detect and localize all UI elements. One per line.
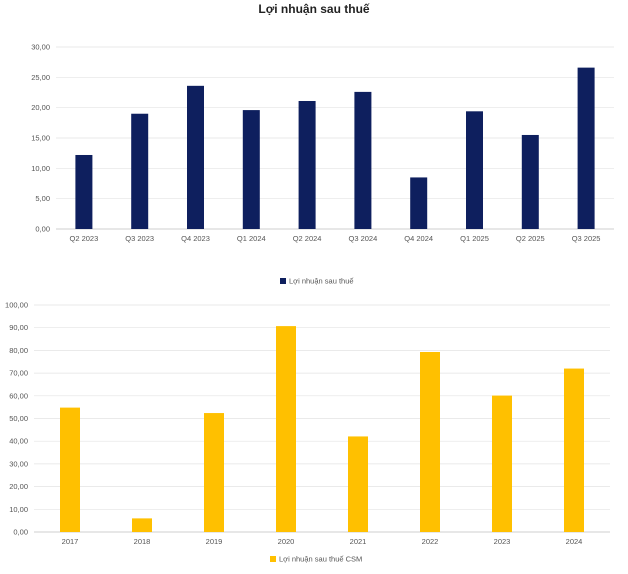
y-tick-label: 100,00: [5, 301, 28, 310]
x-tick-label: 2023: [494, 537, 511, 546]
bar-2021: [348, 436, 368, 532]
y-tick-label: 10,00: [31, 164, 50, 173]
x-tick-label: 2022: [422, 537, 439, 546]
x-tick-label: Q3 2024: [349, 234, 378, 243]
y-tick-label: 90,00: [9, 323, 28, 332]
bar-2024: [564, 368, 584, 532]
x-tick-label: Q4 2023: [181, 234, 210, 243]
y-tick-label: 30,00: [9, 459, 28, 468]
y-tick-label: 15,00: [31, 134, 50, 143]
x-tick-label: 2018: [134, 537, 151, 546]
bar-2017: [60, 407, 80, 532]
bar-q1-2025: [466, 111, 483, 229]
x-tick-label: Q2 2024: [293, 234, 322, 243]
legend: Lợi nhuận sau thuế CSM: [270, 555, 362, 564]
bar-q2-2025: [521, 134, 539, 229]
bar-2020: [276, 326, 296, 532]
bar-q2-2024: [298, 100, 316, 229]
bar-2022: [420, 351, 440, 532]
x-tick-label: Q3 2023: [125, 234, 154, 243]
bar-2023: [492, 395, 512, 532]
y-tick-label: 5,00: [35, 194, 50, 203]
y-tick-label: 20,00: [9, 482, 28, 491]
y-tick-label: 30,00: [31, 43, 50, 52]
bar-q4-2024: [410, 177, 428, 229]
y-tick-label: 25,00: [31, 73, 50, 82]
bar-q3-2023: [131, 113, 149, 229]
x-tick-label: 2019: [206, 537, 223, 546]
chart-annual-profit: 0,00 10,00 20,00 30,00 40,00 50,00 60,00 70,00 8…: [5, 301, 610, 564]
bar-q4-2023: [187, 85, 204, 230]
bar-q3-2024: [354, 91, 372, 229]
x-tick-label: Q2 2025: [516, 234, 545, 243]
y-tick-label: 20,00: [31, 103, 50, 112]
chart-title: Lợi nhuận sau thuế: [258, 2, 370, 16]
bar-2018: [132, 518, 152, 532]
y-tick-label: 0,00: [35, 225, 50, 234]
x-tick-label: 2017: [62, 537, 79, 546]
legend-label: Lợi nhuận sau thuế CSM: [279, 555, 362, 564]
bar-q3-2025: [577, 67, 595, 229]
x-tick-label: Q1 2025: [460, 234, 489, 243]
legend: Lợi nhuận sau thuế: [280, 277, 354, 286]
bar-2019: [204, 413, 224, 532]
legend-swatch: [270, 556, 276, 562]
x-tick-label: 2021: [350, 537, 367, 546]
x-tick-label: Q4 2024: [404, 234, 433, 243]
bar-q2-2023: [75, 154, 93, 229]
x-tick-label: Q2 2023: [70, 234, 99, 243]
y-tick-label: 80,00: [9, 346, 28, 355]
legend-swatch: [280, 278, 286, 284]
y-tick-label: 0,00: [13, 528, 28, 537]
x-tick-label: 2024: [566, 537, 583, 546]
y-tick-label: 10,00: [9, 505, 28, 514]
y-tick-label: 60,00: [9, 391, 28, 400]
x-tick-label: 2020: [278, 537, 295, 546]
chart-quarterly-profit: Lợi nhuận sau thuế 0,00 5,00 10,00 15,00 20,…: [31, 2, 614, 286]
x-tick-label: Q1 2024: [237, 234, 266, 243]
bar-q1-2024: [242, 110, 260, 229]
x-tick-label: Q3 2025: [572, 234, 601, 243]
legend-label: Lợi nhuận sau thuế: [289, 277, 354, 286]
y-tick-label: 50,00: [9, 414, 28, 423]
y-tick-label: 70,00: [9, 369, 28, 378]
y-tick-label: 40,00: [9, 437, 28, 446]
